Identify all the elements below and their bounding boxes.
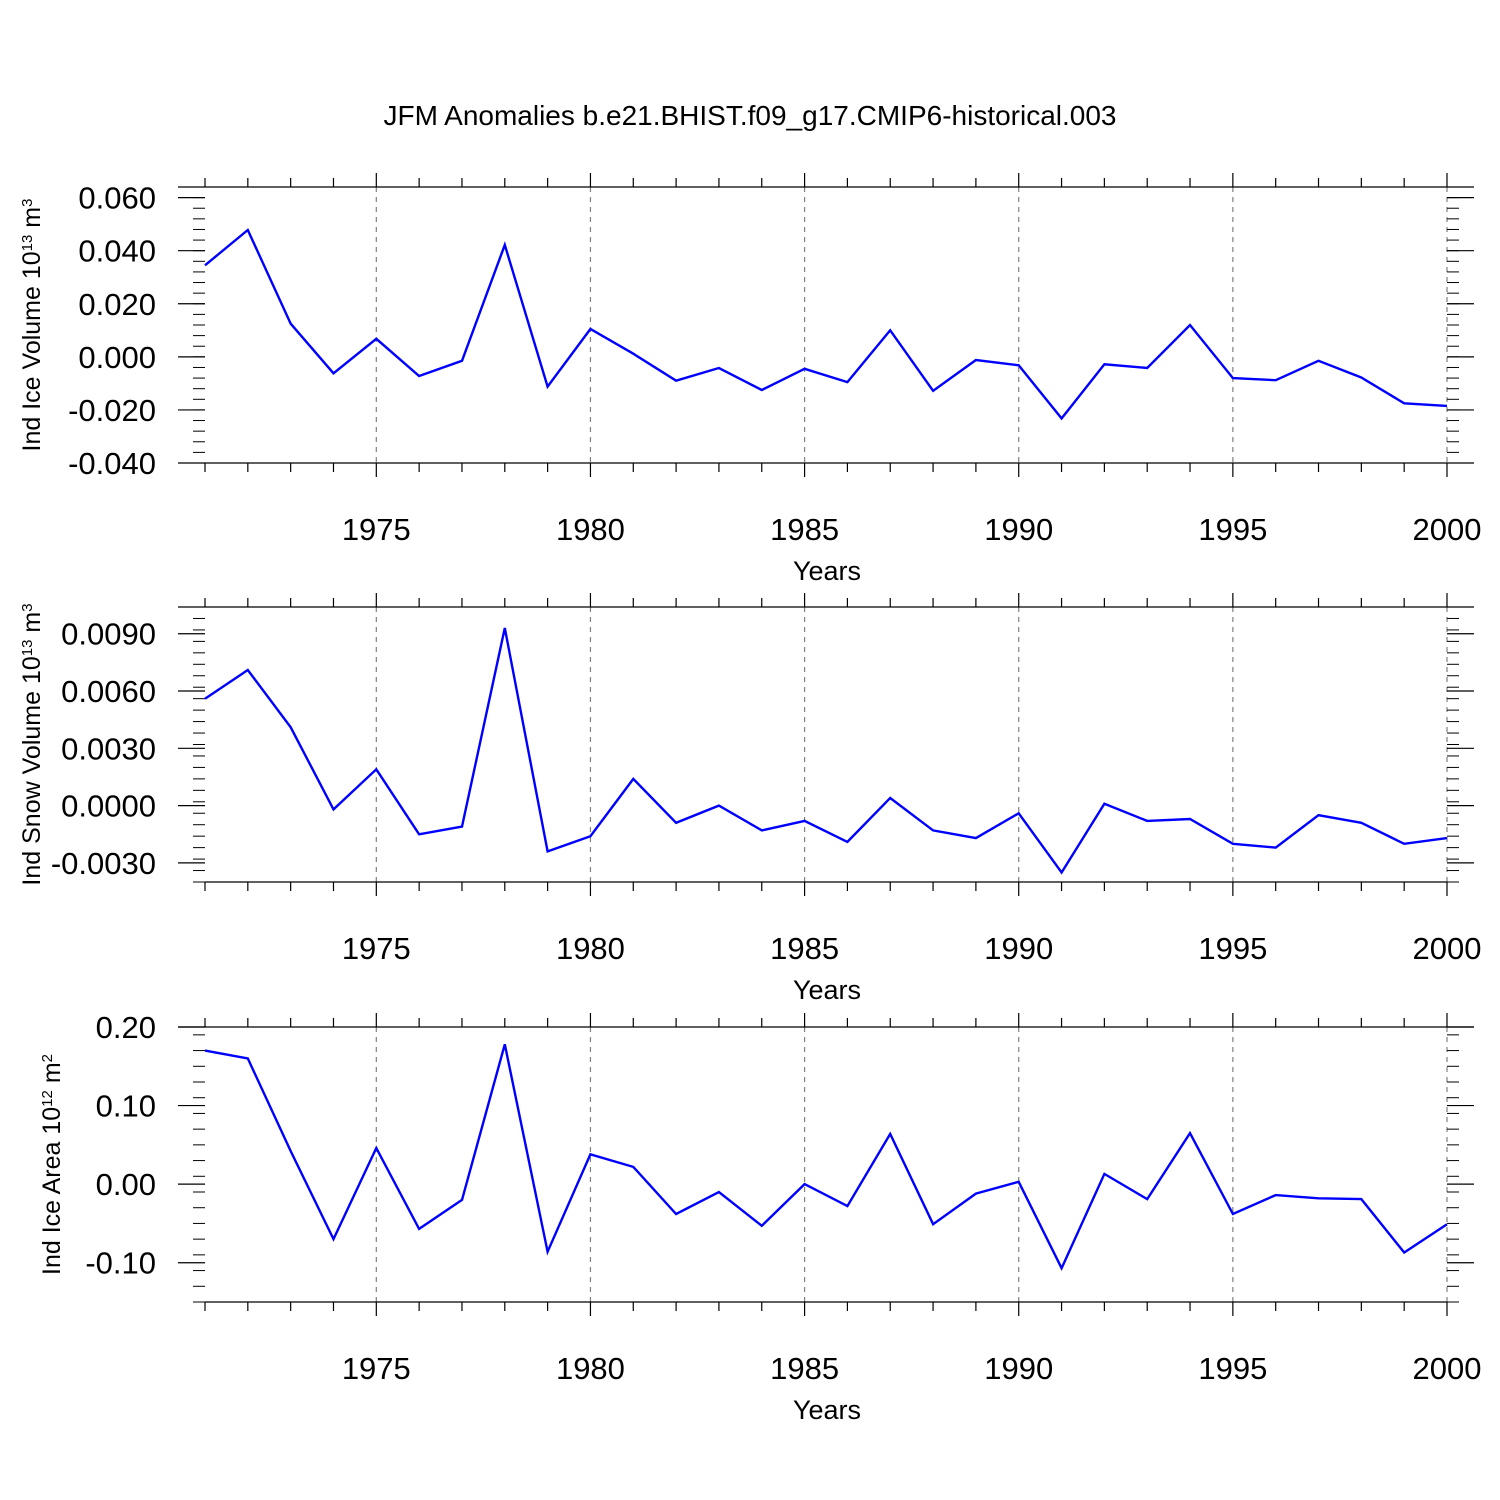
x-tick-label: 2000	[1413, 512, 1482, 547]
y-tick-label: -0.020	[68, 393, 156, 428]
x-axis-label: Years	[793, 1395, 861, 1425]
y-tick-label: -0.10	[85, 1246, 156, 1281]
chart-panel-1: -0.040 -0.020 0.000 0.020 0.040 0.060 1975 1980…	[18, 173, 1481, 586]
x-tick-label: 1995	[1198, 1351, 1267, 1386]
y-axis-label-exponent: 3	[19, 603, 36, 611]
x-tick-label: 1995	[1198, 512, 1267, 547]
y-tick-label: 0.0030	[61, 731, 156, 766]
y-tick-label: -0.040	[68, 446, 156, 481]
y-axis-label: Ind Ice Volume 1013 m3	[18, 199, 46, 452]
x-tick-label: 1975	[342, 1351, 411, 1386]
y-tick-label: 0.00	[96, 1167, 156, 1202]
y-axis-label-text: Ind Ice Volume 10	[18, 251, 46, 451]
x-tick-label: 2000	[1413, 1351, 1482, 1386]
x-axis-label: Years	[793, 556, 861, 586]
y-tick-label: 0.10	[96, 1089, 156, 1124]
x-tick-label: 1980	[556, 1351, 625, 1386]
y-tick-label: 0.0060	[61, 674, 156, 709]
chart-title: JFM Anomalies b.e21.BHIST.f09_g17.CMIP6-…	[383, 100, 1116, 131]
chart-panel-3: -0.10 0.00 0.10 0.20 1975 1980 1985 1990 1995 200…	[38, 1010, 1481, 1425]
y-axis-label-exponent: 13	[19, 235, 36, 252]
x-tick-label: 1990	[984, 1351, 1053, 1386]
x-axis-label: Years	[793, 975, 861, 1005]
x-tick-label: 1985	[770, 931, 839, 966]
y-tick-label: 0.040	[78, 234, 156, 269]
series-line	[204, 1043, 1448, 1271]
y-axis-label-exponent: 13	[19, 640, 36, 657]
y-tick-label: 0.20	[96, 1010, 156, 1045]
y-axis-label-text: m	[18, 207, 46, 235]
x-tick-label: 1995	[1198, 931, 1267, 966]
y-axis-label-exponent: 2	[39, 1054, 56, 1062]
y-axis-label-text: m	[18, 612, 46, 640]
chart-panel-2: -0.0030 0.0000 0.0030 0.0060 0.0090 1975 1980 1…	[18, 593, 1481, 1005]
y-tick-label: 0.060	[78, 181, 156, 216]
x-tick-label: 2000	[1413, 931, 1482, 966]
x-tick-label: 1990	[984, 931, 1053, 966]
y-tick-label: 0.0000	[61, 789, 156, 824]
x-tick-label: 1985	[770, 1351, 839, 1386]
y-axis-label-exponent: 3	[19, 199, 36, 207]
y-axis-label-text: Ind Snow Volume 10	[18, 656, 46, 885]
x-tick-label: 1980	[556, 512, 625, 547]
y-tick-label: 0.020	[78, 287, 156, 322]
y-axis-label-text: m	[38, 1062, 66, 1090]
series-line	[204, 228, 1448, 421]
x-tick-label: 1980	[556, 931, 625, 966]
y-tick-label: 0.0090	[61, 617, 156, 652]
y-axis-label-exponent: 12	[39, 1090, 56, 1107]
y-axis-label: Ind Snow Volume 1013 m3	[18, 603, 46, 885]
y-tick-label: -0.0030	[51, 846, 156, 881]
y-tick-label: 0.000	[78, 340, 156, 375]
x-tick-label: 1990	[984, 512, 1053, 547]
series-line	[204, 627, 1448, 875]
x-tick-label: 1975	[342, 931, 411, 966]
y-axis-label-text: Ind Ice Area 10	[38, 1107, 66, 1275]
x-tick-label: 1975	[342, 512, 411, 547]
x-tick-label: 1985	[770, 512, 839, 547]
panels: -0.040 -0.020 0.000 0.020 0.040 0.060 1975 1980…	[18, 173, 1481, 1425]
y-axis-label: Ind Ice Area 1012 m2	[38, 1054, 66, 1275]
